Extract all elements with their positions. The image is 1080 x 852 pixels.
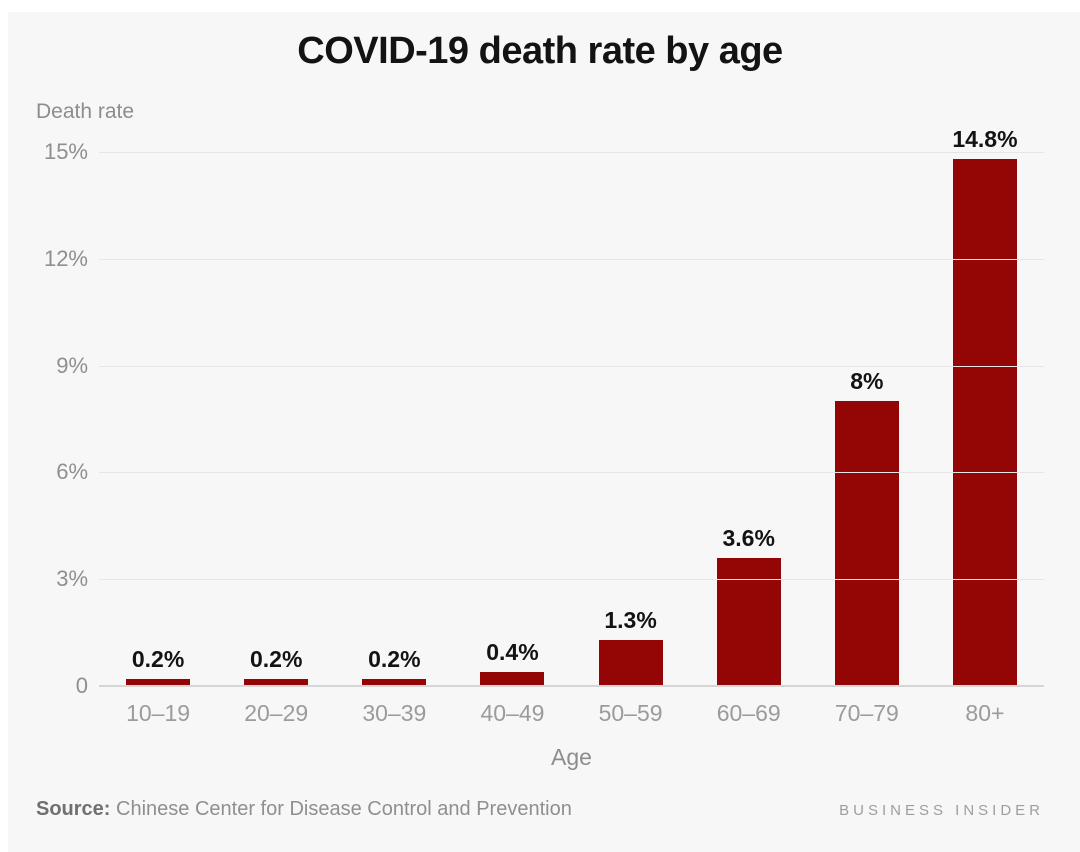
y-tick-label: 6% [56,459,88,485]
y-tick-label: 15% [43,139,88,164]
x-tick-label: 40–49 [480,700,545,726]
plot-area: 0.2% 0.2% 0.2% 0.4% 1.3% 3.6% 8% 14.8% [99,126,1044,687]
bar-slot: 3.6% [690,152,808,686]
source-label: Source: [36,798,111,820]
source-text: Chinese Center for Disease Control and P… [110,798,572,820]
x-tick-label: 60–69 [716,700,781,726]
chart-title: COVID-19 death rate by age [297,30,783,72]
gridline [99,152,1044,153]
bar-slot: 0.2% [217,152,335,686]
bar-slot: 1.3% [572,152,690,686]
bar-value-label: 0.4% [486,638,539,665]
bar-slot: 0.2% [99,152,217,686]
bar [834,401,899,686]
x-axis-ticks: 10–19 20–29 30–39 40–49 50–59 60–69 70–79 80+ [99,700,1044,727]
bar-slot: 14.8% [926,126,1044,686]
bar-value-label: 0.2% [249,645,303,672]
bar [598,639,663,686]
bar-value-label: 3.6% [722,524,775,551]
bar-slot: 0.2% [335,152,453,686]
x-axis-baseline [99,685,1044,687]
bars-row: 0.2% 0.2% 0.2% 0.4% 1.3% 3.6% 8% 14.8% [99,126,1044,686]
page-edge-top [0,0,1080,12]
page-edge-left [0,0,8,852]
x-tick-label: 30–39 [362,700,427,726]
bar-value-label: 0.2% [368,645,421,672]
bar-value-label: 14.8% [952,126,1018,153]
x-axis-title: Age [551,744,592,770]
footer: Source: Chinese Center for Disease Contr… [36,798,1044,821]
x-tick-label: 10–19 [126,700,191,726]
gridline [99,472,1044,474]
bar-value-label: 1.3% [604,606,657,633]
bar-slot: 0.4% [453,152,571,686]
x-tick-label: 80+ [965,700,1005,726]
bar [952,159,1017,686]
bar [362,678,427,686]
gridline [99,258,1044,260]
bar [244,678,309,686]
bar [480,671,545,686]
gridline [99,579,1044,581]
source-line: Source: Chinese Center for Disease Contr… [36,798,572,821]
gridline [99,365,1044,367]
bar-slot: 8% [808,152,926,686]
bar [126,678,191,686]
bar [716,557,781,686]
y-axis-ticks: 15% 12% 9% 6% 3% 0 [0,140,88,698]
x-tick-label: 70–79 [834,700,899,726]
y-tick-label: 0 [75,673,88,698]
bar-value-label: 8% [850,368,884,395]
y-axis-title: Death rate [36,100,135,123]
y-tick-label: 12% [43,245,88,271]
y-tick-label: 9% [56,352,88,378]
brand-logo: BUSINESS INSIDER [839,802,1044,819]
x-tick-label: 20–29 [244,700,309,726]
bar-value-label: 0.2% [131,645,185,672]
x-tick-label: 50–59 [598,700,663,726]
y-tick-label: 3% [56,566,88,592]
